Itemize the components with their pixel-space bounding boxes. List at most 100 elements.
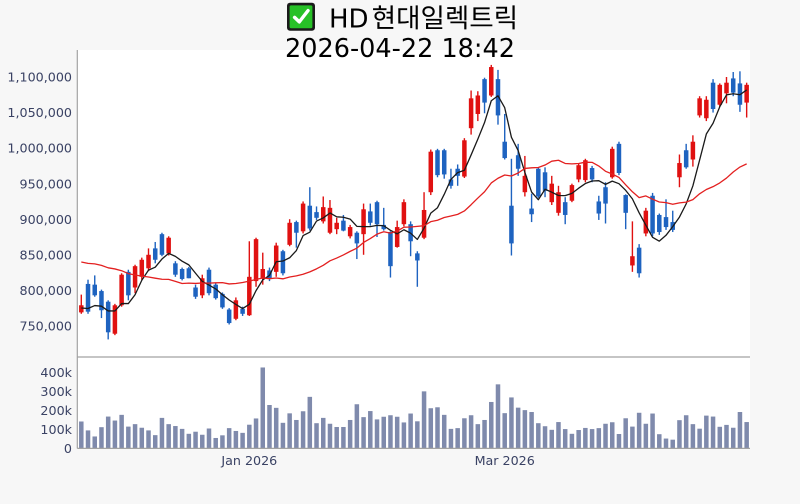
candle-body-down: [502, 141, 507, 159]
volume-bar: [717, 426, 723, 449]
candle-body-up: [139, 259, 145, 277]
tick-label: 850,000: [20, 247, 72, 262]
candle-body-down: [596, 201, 602, 214]
volume-bar: [495, 384, 501, 449]
candle-body-up: [690, 141, 696, 160]
volume-bar: [603, 423, 608, 449]
volume-bar: [213, 437, 218, 449]
candle-wick: [631, 221, 634, 272]
tick-label: 900,000: [20, 212, 72, 227]
volume-bars: [79, 367, 749, 449]
volume-bar: [280, 422, 286, 449]
candle-body-up: [320, 207, 326, 222]
candle-body-down: [589, 168, 595, 180]
candle-body-up: [401, 202, 407, 225]
chart-title: HD 2026-04-22 18:42: [285, 2, 515, 64]
volume-bar: [294, 419, 299, 449]
candle-body-up: [677, 163, 682, 178]
candle-wick: [383, 207, 385, 231]
volume-bar: [247, 424, 252, 449]
volume-bar: [562, 429, 568, 449]
candle-wick: [665, 199, 667, 230]
volume-bar: [650, 413, 655, 449]
candle-wick: [672, 210, 674, 233]
tick-label: 1,000,000: [7, 141, 72, 156]
candle-body-up: [233, 300, 239, 319]
candle-body-up: [394, 227, 400, 247]
volume-bar: [677, 420, 682, 449]
candle-body-down: [354, 232, 360, 244]
volume-bar: [468, 415, 474, 449]
candle-body-up: [724, 82, 729, 94]
volume-bar: [146, 430, 151, 449]
volume-bar: [260, 367, 266, 449]
candle-body-down: [381, 224, 386, 230]
candle-body-down: [220, 293, 225, 308]
ma-long-line: [81, 159, 747, 285]
volume-bar: [475, 424, 481, 449]
candle-body-up: [361, 209, 366, 235]
candle-body-down: [515, 155, 521, 169]
candle-wick: [262, 252, 264, 285]
candle-body-down: [482, 79, 487, 103]
volume-bar: [415, 421, 420, 449]
title-symbol-hangul: [373, 5, 515, 30]
candle-body-down: [179, 269, 185, 279]
tick-label: 800,000: [20, 283, 72, 298]
candle-body-down: [368, 211, 373, 223]
candle-body-down: [710, 82, 716, 110]
candle-body-up: [697, 98, 702, 116]
candle-body-up: [287, 222, 292, 245]
volume-bar: [320, 417, 326, 449]
axis-spines: [76, 50, 750, 449]
candle-wick: [416, 251, 419, 287]
tick-label: 950,000: [20, 176, 72, 191]
volume-bar: [85, 430, 91, 449]
candle-body-down: [280, 251, 286, 274]
price-panel-background: [77, 50, 751, 357]
volume-bar: [307, 396, 313, 449]
candle-body-down: [650, 195, 655, 234]
candle-body-up: [643, 210, 649, 234]
candle-body-down: [542, 172, 548, 191]
candle-body-down: [657, 214, 662, 233]
candle-body-down: [536, 168, 541, 197]
volume-bar: [132, 424, 138, 449]
candle-wick: [504, 113, 506, 160]
volume-bar: [267, 405, 272, 449]
tick-label: Mar 2026: [475, 453, 535, 468]
candle-body-down: [294, 222, 299, 233]
volume-bar: [99, 427, 104, 449]
candle-body-up: [717, 84, 723, 105]
candle-body-up: [327, 207, 333, 233]
volume-bar: [394, 416, 400, 449]
candle-body-up: [132, 266, 138, 288]
candle-body-up: [522, 175, 528, 193]
volume-bar: [381, 416, 386, 449]
volume-bar: [435, 407, 440, 449]
candle-body-down: [105, 301, 111, 333]
volume-bar: [341, 426, 346, 449]
candle-body-up: [79, 305, 84, 313]
candle-wick: [530, 193, 533, 223]
volume-bar: [489, 401, 494, 449]
candle-body-up: [260, 269, 266, 279]
volume-bar: [596, 428, 602, 449]
candle-body-up: [273, 245, 279, 272]
candle-body-up: [744, 84, 749, 103]
volume-bar: [502, 413, 507, 449]
candle-body-up: [704, 99, 709, 119]
candle-body-up: [462, 140, 467, 177]
candle-body-up: [630, 256, 635, 266]
volume-bar: [186, 433, 192, 449]
candle-wick: [80, 294, 83, 314]
tick-label: 100k: [40, 422, 72, 437]
candle-body-down: [126, 271, 131, 296]
volume-bar: [657, 434, 662, 449]
candle-body-down: [683, 150, 689, 168]
candle-body-down: [307, 205, 313, 229]
candle-body-up: [609, 148, 615, 178]
candle-body-down: [529, 208, 534, 215]
candle-body-down: [314, 212, 319, 218]
candle-body-up: [576, 165, 581, 180]
